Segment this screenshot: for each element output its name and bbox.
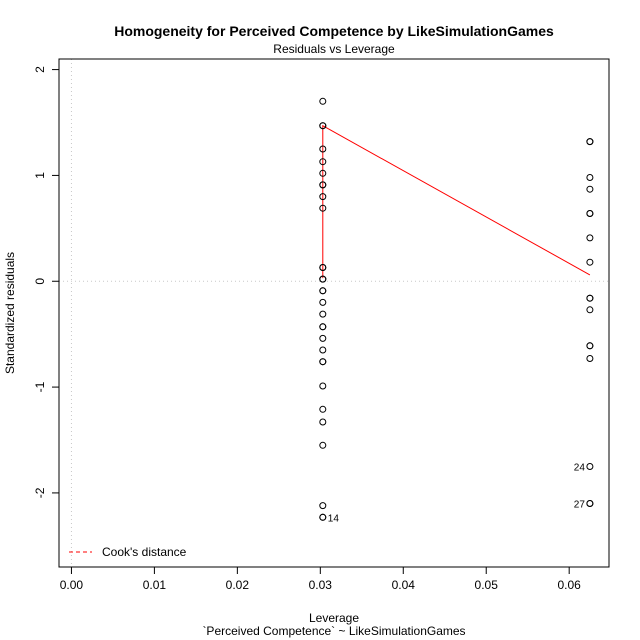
data-point: [586, 234, 594, 242]
data-point: [319, 264, 327, 271]
data-point: [319, 275, 327, 283]
legend: Cook's distance: [69, 545, 187, 559]
data-point: [319, 334, 327, 342]
data-point: [319, 346, 327, 354]
data-point: [319, 193, 327, 201]
point-label: 27: [574, 500, 586, 511]
data-point: [586, 306, 594, 314]
data-point: [586, 463, 594, 470]
data-point: [586, 258, 594, 266]
data-point: [319, 502, 327, 510]
x-tick-label: 0.06: [558, 578, 582, 592]
data-point: [319, 382, 327, 390]
data-point: [319, 405, 327, 413]
smoother-line: [322, 124, 591, 279]
data-point: [319, 287, 327, 295]
data-point: [319, 441, 327, 449]
legend-cooks-distance-label: Cook's distance: [102, 545, 187, 559]
data-point: [319, 513, 327, 521]
y-tick-label: 2: [33, 66, 47, 73]
x-tick-label: 0.01: [143, 578, 167, 592]
data-point: [586, 500, 594, 507]
y-tick-label: -2: [33, 487, 47, 498]
data-point: [319, 298, 327, 306]
x-tick-label: 0.05: [475, 578, 499, 592]
point-label: 14: [328, 513, 340, 524]
y-tick-label: 1: [33, 172, 47, 179]
data-point: [319, 97, 327, 105]
chart-title: Homogeneity for Perceived Competence by …: [114, 23, 554, 39]
data-point: [319, 122, 327, 130]
data-point: [319, 169, 327, 177]
data-point: [319, 358, 327, 366]
chart-subtitle: Residuals vs Leverage: [273, 42, 395, 56]
data-point: [586, 185, 594, 193]
data-point: [586, 342, 594, 350]
data-point: [586, 138, 594, 146]
data-point: [319, 145, 327, 153]
data-point: [586, 355, 594, 362]
x-tick-label: 0.04: [392, 578, 416, 592]
data-point: [586, 210, 594, 217]
data-point: [319, 323, 327, 331]
data-point: [319, 204, 327, 212]
model-formula-label: `Perceived Competence` ~ LikeSimulationG…: [202, 624, 465, 638]
data-point: [586, 174, 594, 181]
x-tick-label: 0.00: [60, 578, 84, 592]
data-point: [586, 294, 594, 302]
data-point: [319, 181, 327, 189]
x-tick-label: 0.02: [226, 578, 250, 592]
point-label: 24: [574, 462, 586, 473]
plot-frame: [58, 58, 610, 568]
data-point: [319, 418, 327, 426]
y-tick-label: 0: [33, 278, 47, 285]
data-point: [319, 158, 327, 166]
y-axis-label: Standardized residuals: [3, 252, 17, 374]
data-point: [319, 310, 327, 318]
y-tick-label: -1: [33, 381, 47, 392]
x-axis-label: Leverage: [309, 611, 359, 625]
x-tick-label: 0.03: [309, 578, 333, 592]
